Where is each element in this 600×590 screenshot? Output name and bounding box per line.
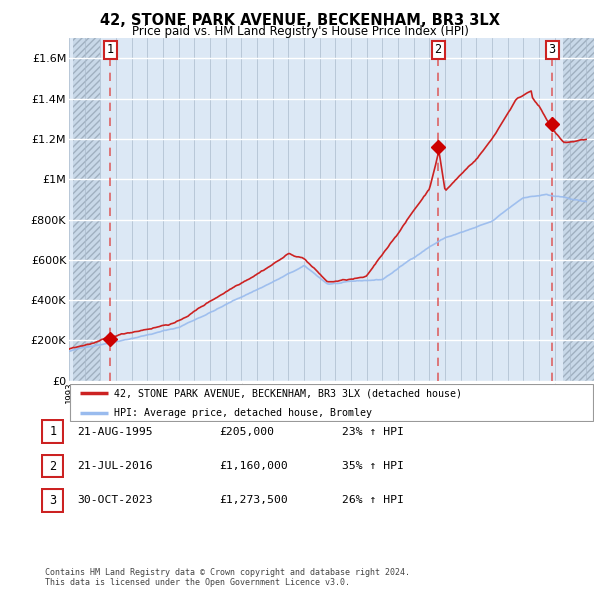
Text: 35% ↑ HPI: 35% ↑ HPI — [342, 461, 404, 471]
Text: £205,000: £205,000 — [219, 427, 274, 437]
FancyBboxPatch shape — [43, 489, 63, 512]
Text: 30-OCT-2023: 30-OCT-2023 — [77, 496, 152, 505]
Text: Price paid vs. HM Land Registry's House Price Index (HPI): Price paid vs. HM Land Registry's House … — [131, 25, 469, 38]
Text: 42, STONE PARK AVENUE, BECKENHAM, BR3 3LX (detached house): 42, STONE PARK AVENUE, BECKENHAM, BR3 3L… — [113, 388, 461, 398]
Text: 26% ↑ HPI: 26% ↑ HPI — [342, 496, 404, 505]
Text: HPI: Average price, detached house, Bromley: HPI: Average price, detached house, Brom… — [113, 408, 371, 418]
Text: 21-JUL-2016: 21-JUL-2016 — [77, 461, 152, 471]
Bar — [73, 38, 100, 381]
Bar — [563, 38, 594, 381]
Text: 3: 3 — [548, 44, 556, 57]
Text: 2: 2 — [49, 460, 56, 473]
Text: £1,160,000: £1,160,000 — [219, 461, 288, 471]
Text: 21-AUG-1995: 21-AUG-1995 — [77, 427, 152, 437]
Text: 3: 3 — [49, 494, 56, 507]
Text: Contains HM Land Registry data © Crown copyright and database right 2024.
This d: Contains HM Land Registry data © Crown c… — [45, 568, 410, 587]
Text: 1: 1 — [107, 44, 114, 57]
FancyBboxPatch shape — [43, 455, 63, 477]
Text: 2: 2 — [434, 44, 442, 57]
FancyBboxPatch shape — [43, 421, 63, 443]
FancyBboxPatch shape — [70, 384, 593, 421]
Text: 42, STONE PARK AVENUE, BECKENHAM, BR3 3LX: 42, STONE PARK AVENUE, BECKENHAM, BR3 3L… — [100, 13, 500, 28]
Text: 1: 1 — [49, 425, 56, 438]
Text: 23% ↑ HPI: 23% ↑ HPI — [342, 427, 404, 437]
Text: £1,273,500: £1,273,500 — [219, 496, 288, 505]
